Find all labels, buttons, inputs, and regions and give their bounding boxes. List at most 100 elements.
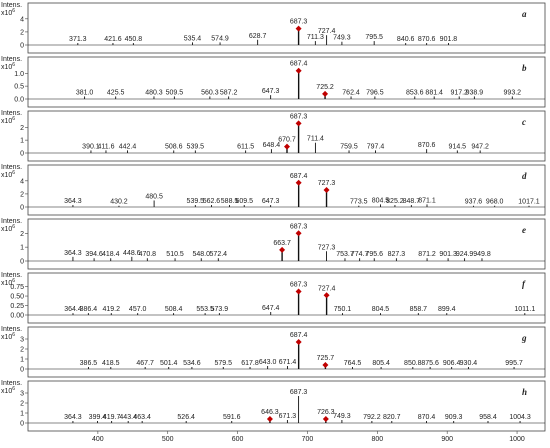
y-tick-label: 0.50: [10, 294, 24, 301]
y-scale-base: x10: [1, 226, 12, 233]
y-scale-exp: 6: [12, 8, 15, 14]
y-scale: x106: [1, 386, 15, 395]
peak-label: 609.5: [235, 198, 253, 205]
peak-label: 463.4: [133, 414, 151, 421]
y-tick-label: 1: [20, 411, 24, 418]
y-tick-label: 4: [20, 178, 24, 185]
peak-label: 797.4: [367, 143, 385, 150]
y-tick-label: 0: [20, 367, 24, 374]
peak-label: 901.8: [440, 36, 458, 43]
y-scale: x106: [1, 278, 15, 287]
peak-label: 804.5: [372, 197, 390, 204]
peak-label: 480.3: [145, 89, 163, 96]
peak-label: 870.6: [418, 142, 436, 149]
peak-label: 870.6: [418, 36, 436, 43]
peak-label: 617.8: [241, 360, 259, 367]
panel-letter: a: [522, 9, 527, 19]
peak-label: 947.2: [471, 143, 489, 150]
y-tick-label: 0: [20, 151, 24, 158]
peak-label: 419.7: [103, 414, 121, 421]
peak-label: 501.4: [160, 360, 178, 367]
y-tick-label: 2: [20, 347, 24, 354]
y-tick-label: 0.5: [14, 84, 24, 91]
marked-peak-label: 725.2: [316, 84, 334, 91]
peak-marker: [283, 143, 290, 150]
panel-letter: g: [521, 333, 527, 343]
peak-label: 467.7: [136, 360, 154, 367]
peak-label: 647.4: [262, 305, 280, 312]
peak-label: 711.3: [307, 34, 324, 41]
peak-label: 534.6: [183, 360, 201, 367]
y-tick-label: 2: [20, 125, 24, 132]
peak-label: 390.1: [82, 143, 100, 150]
peak-label: 371.3: [69, 36, 87, 43]
y-axis-label: Intens.: [1, 2, 22, 9]
peak-label: 386.5: [80, 360, 98, 367]
y-scale-base: x10: [1, 172, 12, 179]
peak-label: 906.4: [443, 360, 461, 367]
peak-label: 764.5: [344, 360, 362, 367]
x-tick-label: 400: [92, 436, 104, 443]
peak-marker: [295, 230, 302, 237]
peak-label: 364.3: [64, 198, 82, 205]
x-tick-label: 600: [232, 436, 244, 443]
peak-label: 881.4: [425, 89, 443, 96]
y-tick-label: 0: [20, 259, 24, 266]
marked-peak-label: 646.3: [261, 409, 279, 416]
peak-label: 509.5: [166, 89, 184, 96]
y-tick-label: 2: [20, 29, 24, 36]
peak-label: 749.3: [333, 413, 351, 420]
peak-label: 648.4: [263, 142, 281, 149]
peak-label: 394.6: [85, 251, 103, 258]
peak-label: 749.3: [333, 35, 351, 42]
peak-label: 870.4: [418, 414, 436, 421]
peak-marker: [295, 339, 302, 345]
peak-label: 993.2: [504, 89, 522, 96]
peak-label: 579.5: [215, 360, 233, 367]
marked-peak-label: 670.7: [278, 137, 296, 144]
panel-letter: e: [522, 225, 526, 235]
peak-label: 858.7: [410, 306, 428, 313]
peak-label: 588.5: [221, 198, 239, 205]
peak-label: 968.0: [486, 199, 504, 206]
marked-peak-label: 687.3: [290, 282, 308, 289]
peak-label: 820.7: [383, 414, 401, 421]
peak-label: 804.5: [372, 306, 390, 313]
peak-label: 1011.1: [514, 306, 535, 313]
y-scale-exp: 6: [12, 278, 15, 284]
y-scale-base: x10: [1, 10, 12, 17]
peak-label: 448.6: [123, 250, 141, 257]
peak-marker: [295, 120, 302, 127]
peak-marker: [322, 90, 329, 97]
peak-label: 871.2: [418, 251, 436, 258]
y-axis-label: Intens.: [1, 326, 22, 333]
marked-peak-label: 687.3: [290, 113, 308, 120]
peak-label: 792.2: [363, 414, 381, 421]
y-scale: x106: [1, 224, 15, 233]
peak-label: 574.9: [211, 35, 229, 42]
y-scale-exp: 6: [12, 62, 15, 68]
peak-label: 553.5: [196, 306, 214, 313]
x-tick-label: 1000: [509, 436, 525, 443]
y-tick-label: 0: [20, 421, 24, 428]
y-scale: x106: [1, 170, 15, 179]
y-tick-label: 1: [20, 245, 24, 252]
x-tick-label: 500: [162, 436, 174, 443]
peak-label: 647.3: [262, 198, 280, 205]
marked-peak-label: 687.3: [290, 223, 308, 230]
peak-label: 805.4: [372, 360, 390, 367]
peak-label: 825.2: [386, 198, 404, 205]
peak-label: 560.3: [201, 89, 219, 96]
panel-letter: b: [522, 63, 527, 73]
peak-label: 418.5: [102, 360, 120, 367]
peak-label: 364.3: [64, 250, 82, 257]
y-scale-base: x10: [1, 118, 12, 125]
peak-label: 995.7: [505, 360, 523, 367]
y-scale: x106: [1, 62, 15, 71]
y-tick-label: 1.0: [14, 71, 24, 78]
peak-marker: [323, 186, 330, 193]
peak-label: 535.4: [184, 35, 202, 42]
peak-label: 773.5: [350, 199, 368, 206]
y-axis-label: Intens.: [1, 380, 22, 387]
marked-peak-label: 687.4: [290, 173, 308, 180]
